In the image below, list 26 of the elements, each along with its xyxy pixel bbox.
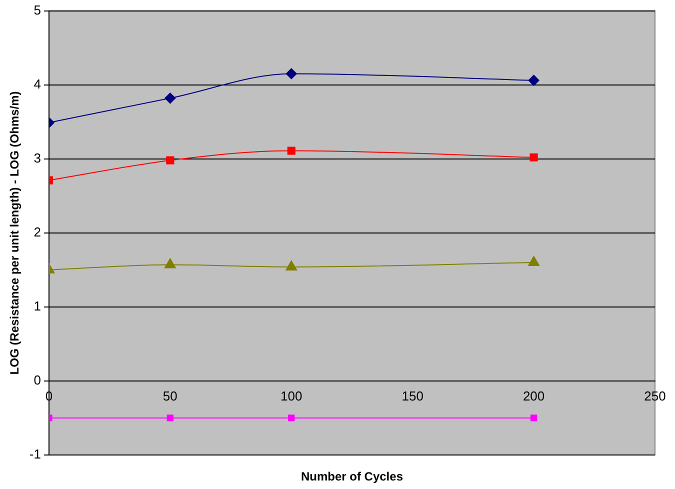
point	[286, 260, 298, 270]
x-tick-label: 100	[280, 388, 302, 404]
point	[164, 92, 176, 104]
y-axis-title: LOG (Resistance per unit length) - LOG (Ohms/m)	[8, 91, 22, 375]
y-tick-label: 3	[34, 150, 41, 166]
point	[528, 74, 540, 86]
x-tick-label: 200	[522, 388, 545, 404]
y-tick-label: 0	[34, 372, 41, 388]
point	[166, 156, 174, 164]
x-tick-label: 150	[402, 388, 424, 404]
y-tick-label: 1	[34, 298, 41, 314]
point	[530, 153, 538, 162]
point	[288, 414, 295, 422]
x-tick-label: 50	[162, 388, 178, 404]
y-tick-label: 4	[34, 76, 41, 92]
y-tick-label: 2	[34, 224, 41, 240]
point	[286, 68, 297, 80]
point	[287, 146, 296, 155]
point	[530, 414, 538, 422]
point	[166, 414, 174, 422]
x-axis-title: Number of Cycles	[300, 469, 404, 484]
point	[528, 256, 540, 266]
y-tick-label: 5	[34, 2, 41, 18]
point	[164, 258, 176, 268]
x-tick-label: 250	[644, 388, 666, 404]
y-tick-label: -1	[29, 446, 41, 462]
